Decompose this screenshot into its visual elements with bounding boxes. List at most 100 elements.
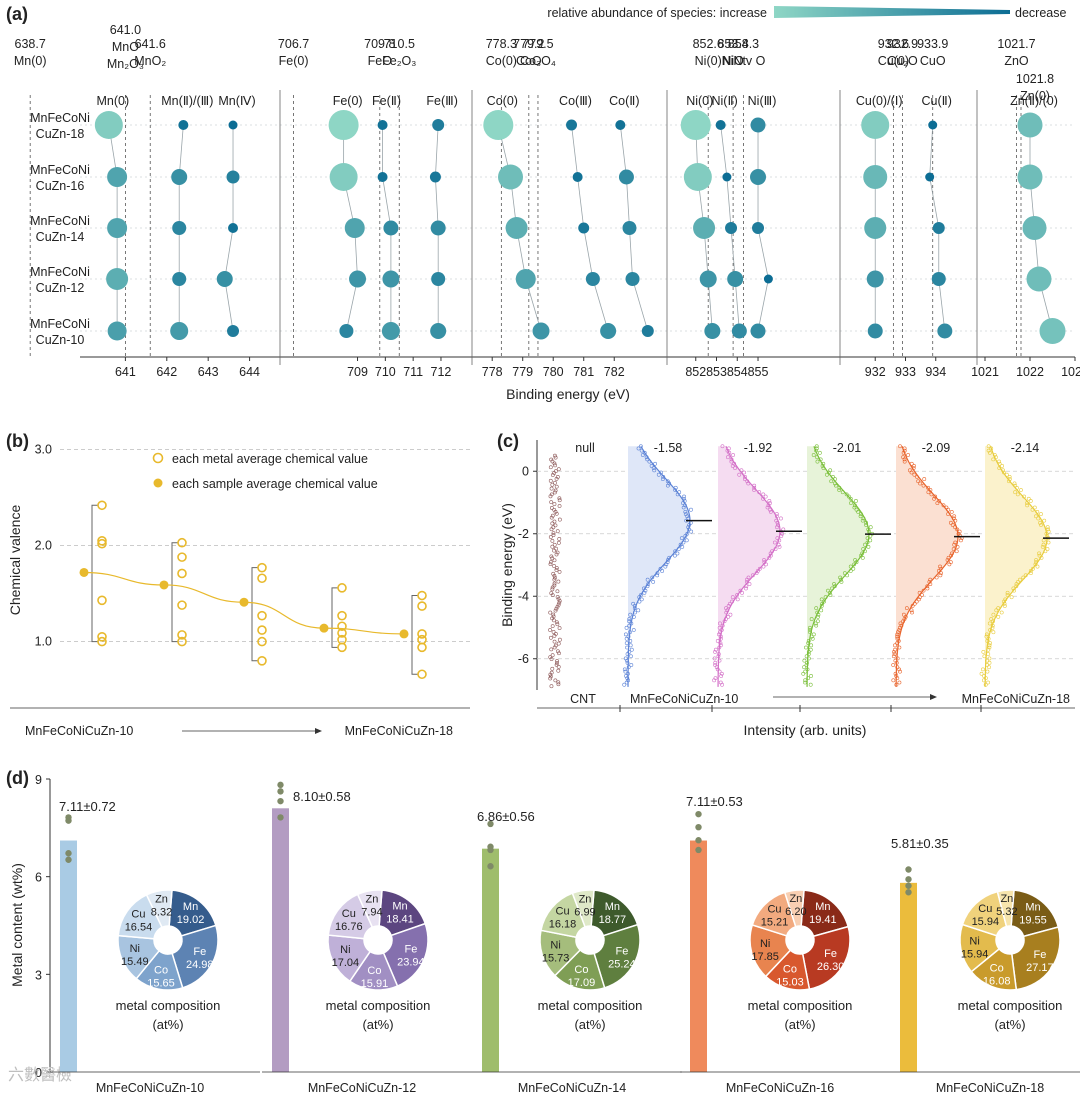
metal-valence-point	[257, 610, 267, 621]
dos-point	[1033, 562, 1038, 567]
reference-label: CoO	[516, 54, 542, 68]
slice-value-label: 16.18	[549, 919, 577, 931]
y-tick-label: 3	[35, 968, 42, 982]
pie-caption: metal composition	[116, 998, 221, 1013]
dband-center-value: null	[575, 441, 594, 455]
dos-point	[985, 658, 989, 663]
right-sample-label: MnFeCoNiCuZn-18	[345, 724, 453, 738]
dos-point	[832, 582, 836, 586]
species-label: Ni(Ⅲ)	[748, 94, 777, 108]
slice-element-label: Fe	[193, 946, 206, 958]
dos-point	[1001, 470, 1006, 475]
replicate-point	[487, 846, 494, 854]
dos-point	[629, 621, 634, 626]
slice-element-label: Cu	[131, 908, 145, 920]
reference-label: 853.8	[717, 37, 748, 51]
metal-valence-point	[417, 642, 427, 653]
legend-label: each sample average chemical value	[172, 477, 378, 491]
slice-value-label: 15.49	[121, 956, 149, 968]
metal-valence-point	[337, 610, 347, 621]
dos-point	[754, 571, 759, 576]
dos-point	[928, 577, 933, 582]
dos-point	[842, 571, 847, 576]
dos-point	[1036, 516, 1041, 521]
y-axis-title: Chemical valence	[7, 505, 23, 616]
dos-point	[550, 653, 555, 658]
dos-point	[912, 472, 917, 477]
composition-slice	[356, 889, 383, 929]
reference-label: 710.5	[384, 37, 415, 51]
dos-point	[778, 516, 783, 521]
dos-point	[987, 645, 992, 650]
metal-valence-point	[417, 634, 427, 645]
abundance-decrease: decrease	[1015, 6, 1066, 20]
dos-point	[848, 496, 853, 501]
dos-point	[805, 660, 810, 665]
dos-point	[714, 665, 719, 670]
dos-point	[719, 671, 724, 676]
slice-value-label: 23.94	[397, 957, 425, 969]
reference-label: Cu(0)	[878, 54, 909, 68]
sample-row-label: MnFeCoNi	[30, 111, 90, 125]
dos-point	[718, 641, 723, 646]
pie-caption: metal composition	[958, 998, 1063, 1013]
metal-valence-point	[257, 625, 267, 635]
dos-point	[731, 453, 736, 457]
dos-point	[745, 479, 750, 484]
species-bubble	[572, 172, 583, 182]
dband-center-value: -1.58	[654, 441, 683, 455]
species-bubble	[107, 218, 128, 238]
abundance-caption: relative abundance of species: increase	[547, 6, 767, 20]
dos-point	[552, 542, 557, 547]
dos-point	[768, 507, 772, 512]
dos-point	[548, 676, 553, 681]
species-bubble	[107, 321, 127, 341]
species-bubble	[867, 323, 883, 339]
dos-point	[1004, 472, 1009, 477]
dos-point	[819, 608, 824, 613]
dos-point	[894, 682, 899, 687]
metal-valence-point	[417, 601, 427, 611]
dos-point	[1007, 479, 1011, 484]
dos-point	[867, 529, 871, 534]
replicate-point	[277, 814, 284, 821]
species-bubble	[226, 170, 240, 184]
dos-point	[625, 676, 630, 681]
species-label: Mn(0)	[97, 94, 130, 108]
metal-valence-point	[97, 535, 107, 546]
dos-point	[902, 446, 907, 451]
dos-point	[804, 645, 808, 650]
sample-row-label: MnFeCoNi	[30, 265, 90, 279]
dos-point	[1015, 492, 1020, 497]
dos-point	[895, 632, 900, 637]
dos-point	[1043, 549, 1048, 554]
dos-point	[718, 621, 722, 626]
dos-point	[553, 463, 557, 468]
dos-point	[937, 499, 942, 503]
dos-point	[548, 465, 553, 470]
dos-point	[624, 636, 629, 641]
dos-point	[752, 485, 757, 490]
dos-point	[746, 481, 751, 486]
dos-point	[990, 623, 995, 628]
dos-point	[1045, 547, 1050, 551]
replicate-point	[905, 889, 912, 896]
slice-element-label: Fe	[615, 946, 628, 958]
dos-point	[625, 652, 630, 656]
dos-point	[557, 600, 562, 605]
species-bubble	[432, 119, 445, 131]
dos-point	[718, 630, 722, 635]
dband-center-value: -1.92	[744, 441, 773, 455]
dos-point	[556, 602, 561, 607]
dos-point	[665, 483, 670, 488]
dos-point	[556, 641, 561, 646]
dos-point	[549, 657, 554, 661]
dos-point	[687, 523, 692, 527]
dos-point	[894, 660, 899, 665]
species-bubble	[178, 120, 189, 130]
dos-point	[555, 659, 559, 663]
composition-slice	[783, 889, 805, 928]
dos-point	[1021, 575, 1026, 580]
metal-valence-point	[97, 538, 107, 549]
dos-point	[557, 626, 562, 630]
